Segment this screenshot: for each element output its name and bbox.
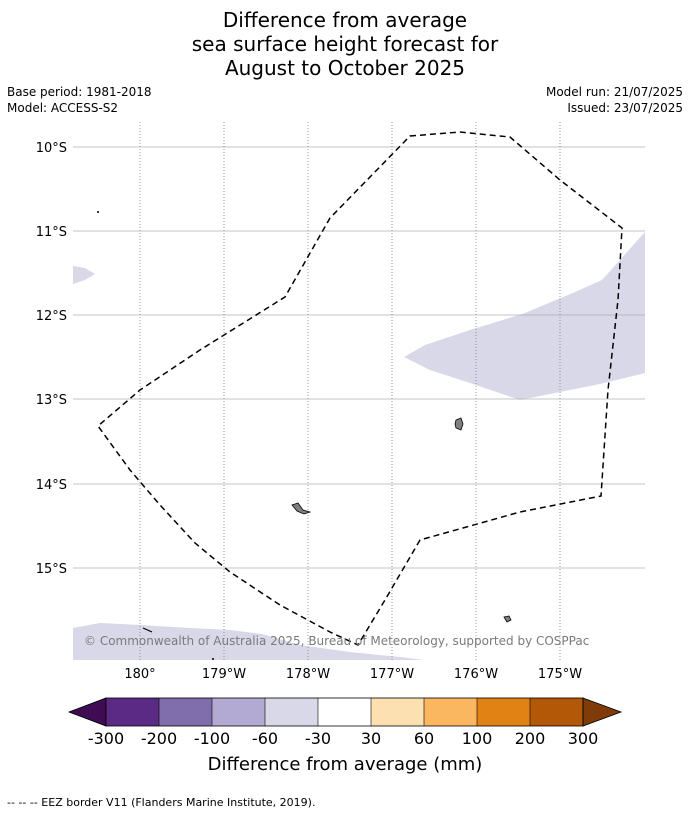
issued-text: Issued: 23/07/2025 xyxy=(567,101,683,115)
latitude-gridlines xyxy=(73,146,645,569)
cb-tick-30: 30 xyxy=(361,729,381,748)
lat-label-12s: 12°S xyxy=(36,309,67,324)
island-tiny-south xyxy=(212,658,214,660)
lat-label-14s: 14°S xyxy=(36,478,67,493)
colorbar-bin-5 xyxy=(318,698,371,726)
lat-label-13s: 13°S xyxy=(36,393,67,408)
map-area xyxy=(73,122,645,660)
island-wallis xyxy=(291,502,312,515)
cb-tick-minus30: -30 xyxy=(305,729,331,748)
island-nukulaelae xyxy=(454,417,464,431)
colorbar: -300 -200 -100 -60 -30 30 60 100 200 300… xyxy=(67,697,623,775)
lon-label-177w: 177°W xyxy=(370,667,414,682)
colorbar-extend-high xyxy=(582,697,623,727)
anomaly-shading-east xyxy=(404,232,645,400)
colorbar-dividers xyxy=(158,698,531,726)
colorbar-frame xyxy=(105,697,584,727)
colorbar-extend-low xyxy=(67,697,107,727)
anomaly-shading-south xyxy=(73,623,424,660)
model-text: Model: ACCESS-S2 xyxy=(7,101,119,115)
island-small-south xyxy=(503,615,512,623)
colorbar-title: Difference from average (mm) xyxy=(208,754,483,775)
lon-label-175w: 175°W xyxy=(538,667,582,682)
colorbar-bin-4 xyxy=(265,698,318,726)
island-small-southwest xyxy=(142,627,153,633)
cb-tick-100: 100 xyxy=(462,729,493,748)
colorbar-bin-3 xyxy=(212,698,265,726)
cb-tick-minus100: -100 xyxy=(194,729,230,748)
lat-label-15s: 15°S xyxy=(36,562,67,577)
title-line-2: sea surface height forecast for xyxy=(191,32,499,56)
latitude-labels: 10°S 11°S 12°S 13°S 14°S 15°S xyxy=(36,141,67,577)
lon-label-180: 180° xyxy=(124,667,155,682)
cb-tick-minus60: -60 xyxy=(252,729,278,748)
cb-tick-minus200: -200 xyxy=(141,729,177,748)
copyright-notice: © Commonwealth of Australia 2025, Bureau… xyxy=(84,634,589,648)
lat-label-10s: 10°S xyxy=(36,141,67,156)
map-title: Difference from average sea surface heig… xyxy=(0,8,690,80)
island-tiny-northwest xyxy=(97,211,99,213)
lat-label-11s: 11°S xyxy=(36,225,67,240)
base-period-text: Base period: 1981-2018 xyxy=(7,85,152,99)
eez-border xyxy=(96,131,623,646)
colorbar-bin-7 xyxy=(424,698,477,726)
anomaly-shading-west xyxy=(73,266,95,284)
lon-label-176w: 176°W xyxy=(454,667,498,682)
lon-label-179w: 179°W xyxy=(202,667,246,682)
colorbar-bin-2 xyxy=(159,698,212,726)
cb-tick-60: 60 xyxy=(414,729,434,748)
model-run-text: Model run: 21/07/2025 xyxy=(545,85,683,99)
colorbar-bin-8 xyxy=(477,698,530,726)
colorbar-tick-labels: -300 -200 -100 -60 -30 30 60 100 200 300 xyxy=(88,729,598,748)
eez-legend-footer: -- -- -- EEZ border V11 (Flanders Marine… xyxy=(7,796,316,809)
title-line-1: Difference from average xyxy=(222,8,468,32)
cb-tick-minus300: -300 xyxy=(88,729,124,748)
lon-label-178w: 178°W xyxy=(286,667,330,682)
cb-tick-300: 300 xyxy=(568,729,599,748)
colorbar-bin-1 xyxy=(106,698,159,726)
cb-tick-200: 200 xyxy=(515,729,546,748)
base-period-info: Base period: 1981-2018 Model: ACCESS-S2 xyxy=(7,84,152,116)
colorbar-bin-9 xyxy=(530,698,583,726)
model-run-info: Model run: 21/07/2025 Issued: 23/07/2025 xyxy=(546,84,683,116)
title-line-3: August to October 2025 xyxy=(224,56,466,80)
longitude-labels: 180° 179°W 178°W 177°W 176°W 175°W xyxy=(124,667,582,682)
colorbar-bin-6 xyxy=(371,698,424,726)
